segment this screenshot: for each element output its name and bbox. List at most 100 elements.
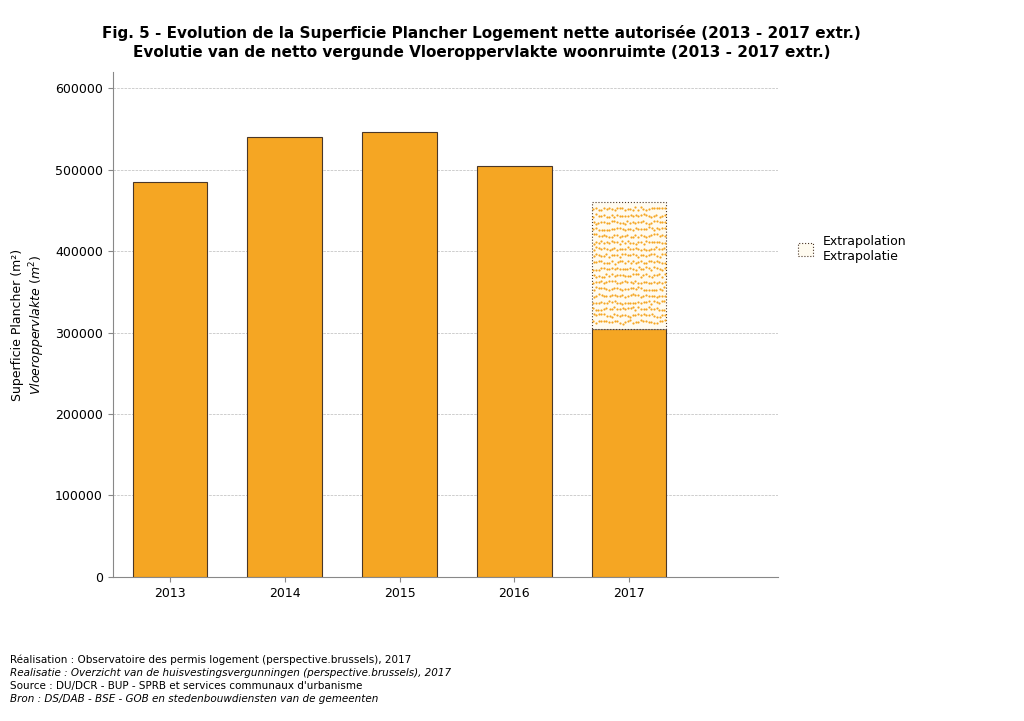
Point	[640, 301, 656, 313]
Point	[616, 309, 633, 321]
Point	[649, 277, 666, 288]
Text: Source : DU/DCR - BUP - SPRB et services communaux d'urbanisme: Source : DU/DCR - BUP - SPRB et services…	[10, 681, 362, 691]
Point	[656, 242, 673, 254]
Point	[646, 211, 663, 222]
Point	[633, 314, 649, 326]
Point	[588, 271, 604, 283]
Point	[611, 269, 628, 280]
Point	[599, 203, 615, 215]
Point	[636, 231, 652, 242]
Point	[596, 282, 612, 293]
Point	[598, 248, 614, 260]
Point	[611, 211, 628, 222]
Point	[598, 230, 614, 242]
Point	[643, 256, 659, 267]
Point	[620, 276, 636, 288]
Text: Réalisation : Observatoire des permis logement (perspective.brussels), 2017: Réalisation : Observatoire des permis lo…	[10, 655, 412, 665]
Point	[633, 202, 649, 213]
Point	[640, 277, 656, 288]
Point	[604, 235, 621, 247]
Point	[630, 204, 646, 216]
Point	[591, 270, 607, 282]
Point	[614, 302, 631, 314]
Point	[648, 236, 665, 248]
Point	[611, 222, 628, 234]
Point	[646, 236, 663, 248]
Point	[623, 262, 639, 274]
Point	[594, 224, 610, 236]
Point	[641, 231, 657, 242]
Point	[638, 236, 654, 247]
Point	[643, 264, 659, 275]
Point	[653, 315, 670, 327]
Point	[614, 203, 631, 214]
Point	[636, 243, 652, 255]
Point	[593, 296, 609, 307]
Point	[648, 250, 665, 262]
Point	[620, 215, 636, 226]
Bar	[362, 131, 437, 577]
Point	[620, 224, 636, 235]
Point	[591, 210, 607, 221]
Point	[604, 244, 621, 255]
Point	[611, 297, 628, 309]
Point	[620, 229, 636, 241]
Point	[641, 291, 657, 302]
Point	[643, 271, 659, 283]
Point	[586, 291, 602, 303]
Point	[601, 238, 617, 249]
Point	[633, 236, 649, 248]
Point	[623, 270, 639, 282]
Point	[640, 317, 656, 328]
Point	[643, 243, 659, 255]
Point	[620, 249, 636, 261]
Point	[586, 244, 602, 256]
Point	[648, 202, 665, 213]
Point	[638, 303, 654, 314]
Point	[599, 263, 615, 275]
Point	[633, 229, 649, 241]
Point	[656, 249, 673, 260]
Point	[633, 283, 649, 294]
Point	[591, 242, 607, 253]
Point	[586, 308, 602, 319]
Point	[590, 217, 606, 229]
Point	[628, 223, 644, 234]
Point	[606, 215, 623, 226]
Point	[591, 230, 607, 242]
Point	[630, 309, 646, 320]
Point	[593, 271, 609, 283]
Point	[593, 250, 609, 262]
Point	[601, 310, 617, 322]
Point	[588, 222, 604, 234]
Point	[604, 249, 621, 261]
Point	[653, 264, 670, 275]
Point	[614, 217, 631, 229]
Point	[614, 236, 631, 247]
Point	[591, 264, 607, 275]
Point	[625, 298, 641, 309]
Point	[627, 298, 643, 309]
Point	[656, 209, 673, 221]
Point	[588, 218, 604, 229]
Point	[623, 276, 639, 288]
Point	[651, 268, 668, 280]
Point	[643, 248, 659, 260]
Point	[646, 224, 663, 236]
Point	[633, 209, 649, 221]
Point	[651, 256, 668, 267]
Point	[620, 297, 636, 309]
Point	[646, 310, 663, 322]
Point	[643, 218, 659, 229]
Point	[585, 211, 601, 222]
Point	[604, 203, 621, 215]
Point	[633, 255, 649, 267]
Point	[625, 248, 641, 260]
Point	[630, 243, 646, 255]
Point	[625, 244, 641, 255]
Point	[609, 256, 626, 267]
Point	[641, 249, 657, 260]
Point	[606, 308, 623, 319]
Point	[596, 203, 612, 214]
Point	[599, 244, 615, 255]
